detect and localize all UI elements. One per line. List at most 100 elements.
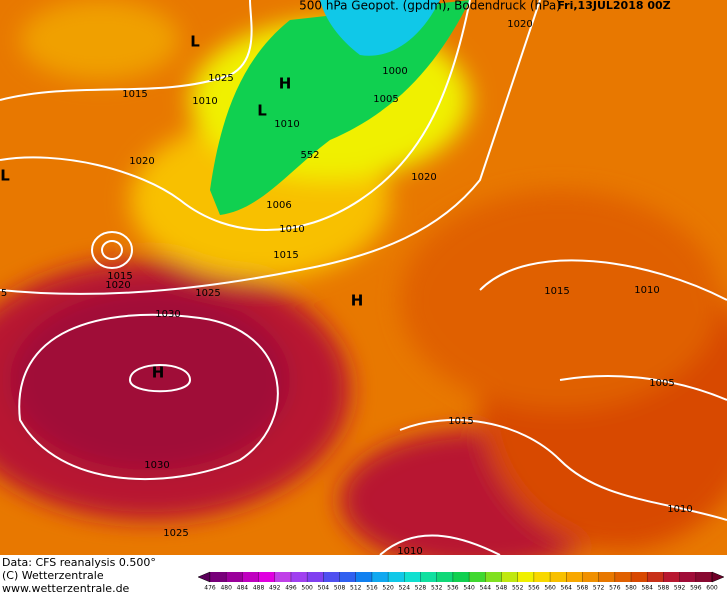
colorbar-swatch (258, 572, 276, 582)
colorbar-label: 588 (658, 585, 670, 592)
isobar-label: 1025 (195, 288, 220, 299)
colorbar-label: 596 (690, 585, 702, 592)
colorbar-label: 516 (366, 585, 378, 592)
colorbar: 476 480 484 488 492 496 500 504 508 512 516 520 524 5… (197, 571, 725, 592)
isobar-label: 1005 (649, 378, 674, 389)
isobar-label: 1015 (107, 271, 132, 282)
colorbar-swatch (274, 572, 292, 582)
colorbar-label: 504 (318, 585, 330, 592)
colorbar-swatch (404, 572, 421, 582)
isobar-label: 1020 (129, 156, 154, 167)
colorbar-swatch (517, 572, 535, 582)
colorbar-swatch (355, 572, 373, 582)
isobar-label: 1010 (192, 96, 217, 107)
colorbar-swatch (436, 572, 454, 582)
pressure-center: L (257, 102, 267, 120)
colorbar-label: 544 (480, 585, 492, 592)
colorbar-label: 600 (706, 585, 718, 592)
isobar-label: 1010 (274, 119, 299, 130)
website: www.wetterzentrale.de (2, 582, 130, 593)
colorbar-arrow (711, 571, 725, 583)
pressure-center: H (279, 75, 292, 93)
colorbar-label: 580 (625, 585, 637, 592)
colorbar-swatch (452, 572, 470, 582)
colorbar-swatch (469, 572, 486, 582)
isobars (0, 0, 727, 555)
colorbar-swatch (533, 572, 551, 582)
isobar-label: 1010 (634, 285, 659, 296)
colorbar-label: 584 (641, 585, 653, 592)
map-date: Fri,13JUL2018 00Z (557, 0, 670, 12)
colorbar-label: 532 (431, 585, 443, 592)
colorbar-swatch (371, 572, 389, 582)
isobar-label: 1010 (279, 224, 304, 235)
isobar-label: 1030 (144, 460, 169, 471)
colorbar-label: 568 (577, 585, 589, 592)
colorbar-swatch (550, 572, 567, 582)
colorbar-label: 520 (382, 585, 394, 592)
colorbar-swatch (695, 572, 713, 582)
colorbar-swatch (614, 572, 632, 582)
colorbar-label: 536 (447, 585, 459, 592)
isobar-label: 1006 (266, 200, 291, 211)
colorbar-swatch (485, 572, 502, 582)
colorbar-swatch (501, 572, 518, 582)
colorbar-swatch (679, 572, 697, 582)
colorbar-label: 484 (237, 585, 249, 592)
colorbar-swatch (420, 572, 438, 582)
colorbar-swatch (290, 572, 308, 582)
isobar-label: 5 (1, 288, 7, 299)
colorbar-label: 548 (496, 585, 508, 592)
colorbar-label: 560 (544, 585, 556, 592)
colorbar-label: 556 (528, 585, 540, 592)
pressure-center: H (152, 364, 165, 382)
colorbar-label: 496 (285, 585, 297, 592)
colorbar-label: 488 (253, 585, 265, 592)
isobar-label: 552 (300, 150, 319, 161)
colorbar-label: 572 (593, 585, 605, 592)
colorbar-arrow (197, 571, 211, 583)
colorbar-swatch (242, 572, 259, 582)
colorbar-swatch (307, 572, 324, 582)
isobar-label: 1015 (273, 250, 298, 261)
colorbar-label: 508 (334, 585, 346, 592)
copyright: (C) Wetterzentrale (2, 569, 104, 582)
isobar-label: 1025 (208, 73, 233, 84)
isobar-label: 1005 (373, 94, 398, 105)
colorbar-label: 592 (674, 585, 686, 592)
isobar-label: 1015 (448, 416, 473, 427)
colorbar-label: 512 (350, 585, 362, 592)
isobar-label: 1010 (397, 546, 422, 557)
colorbar-swatch (582, 572, 599, 582)
data-source: Data: CFS reanalysis 0.500° (2, 556, 156, 569)
colorbar-label: 492 (269, 585, 281, 592)
isobar-label: 1025 (163, 528, 188, 539)
isobar-label: 1010 (667, 504, 692, 515)
map-title: 500 hPa Geopot. (gpdm), Bodendruck (hPa) (299, 0, 561, 13)
colorbar-label: 476 (204, 585, 216, 592)
colorbar-label: 540 (463, 585, 475, 592)
isobar-label: 1020 (411, 172, 436, 183)
colorbar-swatch (647, 572, 664, 582)
pressure-center: L (190, 33, 200, 51)
colorbar-swatch (663, 572, 680, 582)
isobar-label: 1020 (105, 280, 130, 291)
map-field (0, 0, 727, 555)
colorbar-swatch (226, 572, 243, 582)
pressure-center: L (0, 167, 10, 185)
colorbar-swatch (598, 572, 616, 582)
colorbar-label: 528 (415, 585, 427, 592)
colorbar-label: 564 (561, 585, 573, 592)
isobar-label: 1020 (507, 19, 532, 30)
colorbar-label: 480 (220, 585, 232, 592)
colorbar-label: 524 (399, 585, 411, 592)
colorbar-swatch (388, 572, 405, 582)
colorbar-swatch (339, 572, 357, 582)
isobar-label: 1030 (155, 309, 180, 320)
pressure-center: H (351, 292, 364, 310)
colorbar-swatch (210, 572, 227, 582)
colorbar-swatch (323, 572, 340, 582)
colorbar-label: 552 (512, 585, 524, 592)
